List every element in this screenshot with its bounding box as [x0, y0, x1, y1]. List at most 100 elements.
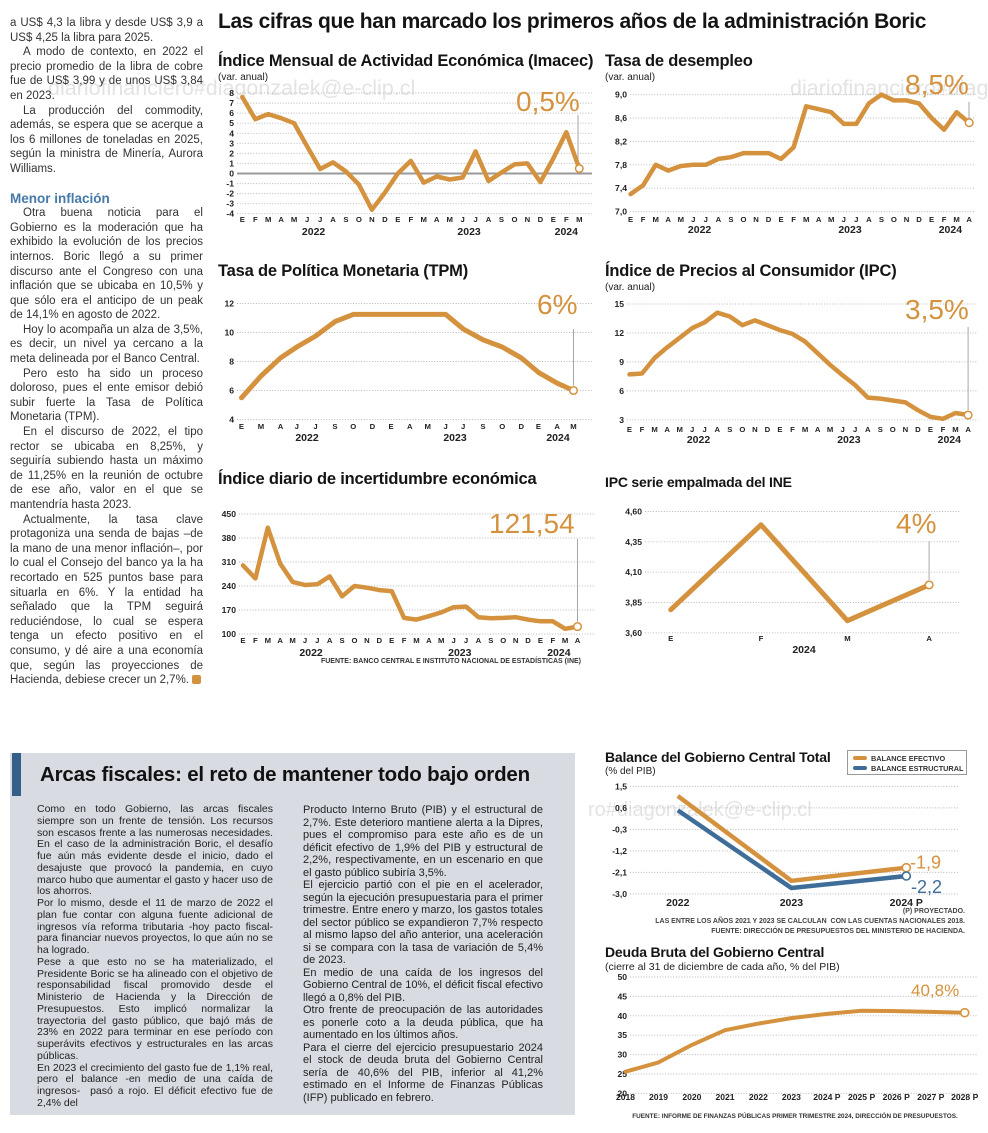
- svg-text:E: E: [779, 215, 784, 224]
- svg-text:J: J: [315, 636, 319, 645]
- svg-text:J: J: [444, 422, 448, 431]
- svg-text:0: 0: [229, 169, 234, 179]
- svg-text:2024: 2024: [546, 432, 570, 444]
- svg-text:D: D: [916, 215, 922, 224]
- svg-text:-2,1: -2,1: [612, 867, 627, 877]
- svg-text:O: O: [352, 636, 358, 645]
- svg-text:2018: 2018: [616, 1092, 635, 1102]
- svg-text:2020: 2020: [682, 1092, 701, 1102]
- svg-text:M: M: [803, 215, 809, 224]
- svg-text:450: 450: [222, 509, 237, 519]
- svg-text:J: J: [461, 422, 465, 431]
- svg-text:25: 25: [617, 1069, 627, 1079]
- svg-text:M: M: [678, 215, 684, 224]
- svg-text:4,35: 4,35: [625, 537, 642, 547]
- svg-text:2026 P: 2026 P: [883, 1092, 911, 1102]
- svg-text:2024 P: 2024 P: [813, 1092, 841, 1102]
- svg-text:9,0: 9,0: [615, 90, 627, 100]
- svg-text:J: J: [841, 425, 845, 434]
- svg-text:A: A: [965, 425, 971, 434]
- svg-text:8,6: 8,6: [615, 113, 627, 123]
- svg-text:O: O: [739, 425, 745, 434]
- svg-text:M: M: [844, 634, 850, 643]
- svg-text:2022: 2022: [688, 224, 712, 236]
- svg-text:J: J: [295, 422, 299, 431]
- svg-text:M: M: [265, 215, 271, 224]
- svg-text:-1: -1: [226, 179, 234, 189]
- svg-text:7: 7: [229, 98, 234, 108]
- svg-text:A: A: [277, 636, 283, 645]
- svg-text:M: M: [438, 636, 444, 645]
- svg-text:N: N: [513, 636, 519, 645]
- svg-text:F: F: [408, 215, 413, 224]
- svg-text:D: D: [519, 422, 525, 431]
- svg-text:A: A: [665, 215, 671, 224]
- svg-text:M: M: [676, 425, 682, 434]
- svg-text:M: M: [576, 215, 582, 224]
- svg-text:D: D: [525, 636, 531, 645]
- svg-text:A: A: [327, 636, 333, 645]
- svg-text:E: E: [538, 636, 543, 645]
- svg-text:A: A: [434, 215, 440, 224]
- svg-text:D: D: [370, 422, 376, 431]
- svg-text:2024 P: 2024 P: [890, 897, 923, 909]
- svg-text:50: 50: [617, 972, 627, 982]
- svg-text:A: A: [486, 215, 492, 224]
- svg-text:O: O: [356, 215, 362, 224]
- svg-text:2024: 2024: [555, 226, 579, 238]
- svg-text:J: J: [303, 636, 307, 645]
- svg-text:2023: 2023: [448, 647, 472, 659]
- svg-text:D: D: [377, 636, 383, 645]
- svg-text:S: S: [332, 422, 337, 431]
- svg-text:8: 8: [229, 88, 234, 98]
- svg-text:S: S: [727, 425, 732, 434]
- svg-text:3,60: 3,60: [625, 628, 642, 638]
- svg-text:N: N: [364, 636, 370, 645]
- svg-text:N: N: [369, 215, 375, 224]
- svg-text:J: J: [853, 425, 857, 434]
- svg-text:N: N: [525, 215, 531, 224]
- svg-text:F: F: [253, 636, 258, 645]
- svg-text:D: D: [766, 215, 772, 224]
- svg-text:A: A: [815, 425, 821, 434]
- svg-text:E: E: [239, 422, 244, 431]
- svg-text:6: 6: [619, 386, 624, 396]
- svg-text:-1,9: -1,9: [910, 853, 941, 873]
- svg-text:O: O: [890, 425, 896, 434]
- svg-text:N: N: [753, 215, 759, 224]
- svg-text:M: M: [652, 215, 658, 224]
- svg-text:2022: 2022: [302, 226, 326, 238]
- svg-text:2027 P: 2027 P: [917, 1092, 945, 1102]
- svg-text:-4: -4: [226, 209, 234, 219]
- svg-text:M: M: [802, 425, 808, 434]
- svg-text:2022: 2022: [687, 434, 711, 446]
- svg-text:E: E: [928, 425, 933, 434]
- svg-text:E: E: [929, 215, 934, 224]
- svg-text:6: 6: [229, 386, 234, 396]
- svg-text:-2,2: -2,2: [911, 877, 942, 897]
- svg-text:2022: 2022: [749, 1092, 768, 1102]
- svg-text:2022: 2022: [666, 897, 690, 909]
- svg-text:E: E: [389, 422, 394, 431]
- svg-text:J: J: [451, 636, 455, 645]
- svg-text:F: F: [759, 634, 764, 643]
- svg-text:O: O: [499, 422, 505, 431]
- svg-text:-0,3: -0,3: [612, 824, 627, 834]
- svg-text:M: M: [570, 422, 576, 431]
- svg-text:M: M: [424, 422, 430, 431]
- svg-text:A: A: [716, 215, 722, 224]
- svg-text:F: F: [253, 215, 258, 224]
- svg-text:40: 40: [617, 1011, 627, 1021]
- svg-text:3,85: 3,85: [625, 598, 642, 608]
- svg-text:35: 35: [617, 1030, 627, 1040]
- svg-text:A: A: [554, 422, 560, 431]
- svg-text:M: M: [258, 422, 264, 431]
- svg-text:310: 310: [222, 557, 237, 567]
- svg-text:S: S: [340, 636, 345, 645]
- svg-text:S: S: [728, 215, 733, 224]
- svg-text:2022: 2022: [295, 432, 319, 444]
- svg-text:A: A: [866, 215, 872, 224]
- svg-text:2023: 2023: [780, 897, 804, 909]
- svg-text:2023: 2023: [782, 1092, 801, 1102]
- svg-text:F: F: [790, 425, 795, 434]
